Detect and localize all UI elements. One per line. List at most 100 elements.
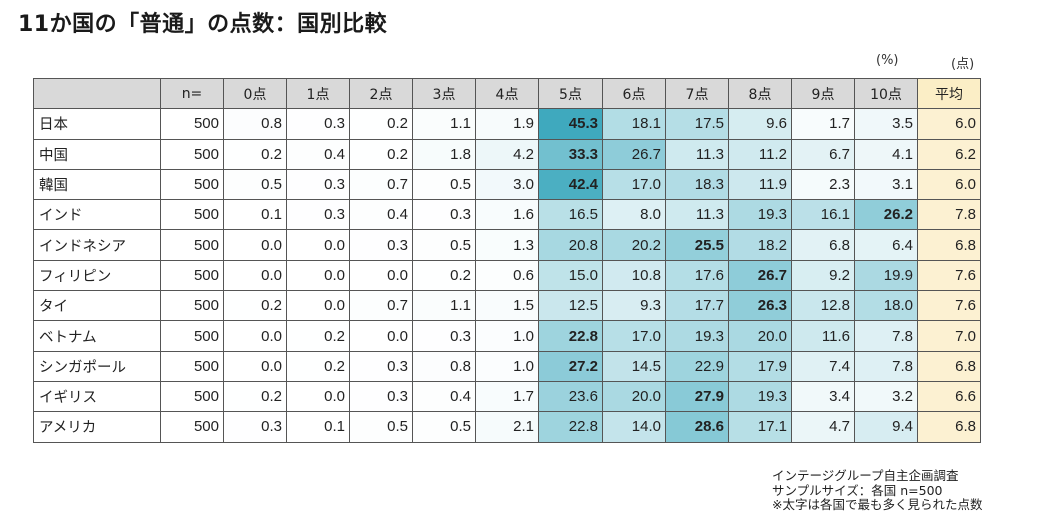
score-cell: 0.2 — [349, 108, 413, 140]
score-cell: 0.5 — [349, 411, 413, 443]
score-cell: 42.4 — [538, 168, 603, 201]
score-cell: 17.0 — [602, 320, 666, 352]
footnote-source: インテージグループ自主企画調査 — [772, 468, 959, 483]
score-cell: 1.7 — [791, 108, 855, 140]
country-cell: アメリカ — [33, 411, 161, 443]
score-cell: 11.2 — [728, 138, 792, 170]
score-cell: 0.8 — [412, 350, 476, 382]
footnote: インテージグループ自主企画調査 サンプルサイズ：各国 n=500 ※太字は各国で… — [772, 468, 982, 513]
score-cell: 1.7 — [475, 380, 539, 413]
score-cell: 11.9 — [728, 168, 792, 201]
score-cell: 19.3 — [728, 380, 792, 413]
header-average: 平均 — [917, 77, 981, 110]
table-row: ベトナム 500 0.0 0.2 0.0 0.3 1.0 22.8 17.0 19.3 20.0 11… — [33, 320, 981, 352]
score-cell: 10.8 — [602, 259, 666, 292]
country-cell: 韓国 — [33, 168, 161, 201]
sample-size-cell: 500 — [160, 168, 224, 201]
country-cell: 日本 — [33, 108, 161, 140]
score-cell: 11.6 — [791, 320, 855, 352]
average-cell: 6.0 — [917, 168, 981, 201]
score-cell: 14.0 — [602, 411, 666, 443]
score-cell: 22.8 — [538, 320, 603, 352]
score-cell: 17.6 — [665, 259, 729, 292]
table-row: アメリカ 500 0.3 0.1 0.5 0.5 2.1 22.8 14.0 28.6 17.1 4.… — [33, 411, 981, 443]
score-cell: 0.0 — [223, 350, 287, 382]
average-cell: 6.6 — [917, 380, 981, 413]
header-cell: 2点 — [349, 77, 413, 110]
score-cell: 1.0 — [475, 320, 539, 352]
sample-size-cell: 500 — [160, 199, 224, 231]
score-cell: 22.9 — [665, 350, 729, 382]
header-cell: n= — [160, 77, 224, 110]
score-cell: 6.8 — [791, 229, 855, 261]
score-cell: 11.3 — [665, 138, 729, 170]
score-cell: 6.4 — [854, 229, 918, 261]
header-cell: 10点 — [854, 77, 918, 110]
table-row: フィリピン 500 0.0 0.0 0.0 0.2 0.6 15.0 10.8 17.6 26.7 9… — [33, 259, 981, 292]
score-cell: 9.4 — [854, 411, 918, 443]
score-cell: 22.8 — [538, 411, 603, 443]
sample-size-cell: 500 — [160, 229, 224, 261]
average-cell: 6.0 — [917, 108, 981, 140]
average-cell: 7.8 — [917, 199, 981, 231]
score-cell: 3.1 — [854, 168, 918, 201]
header-cell: 7点 — [665, 77, 729, 110]
score-cell: 0.2 — [412, 259, 476, 292]
score-cell: 26.3 — [728, 290, 792, 322]
score-cell: 19.3 — [728, 199, 792, 231]
score-cell: 0.2 — [223, 138, 287, 170]
score-cell: 4.7 — [791, 411, 855, 443]
score-cell: 6.7 — [791, 138, 855, 170]
country-cell: インドネシア — [33, 229, 161, 261]
score-cell: 15.0 — [538, 259, 603, 292]
table-body: 日本 500 0.8 0.3 0.2 1.1 1.9 45.3 18.1 17.5 9.6 1.7 3.… — [33, 108, 981, 443]
score-cell: 0.5 — [223, 168, 287, 201]
score-cell: 12.8 — [791, 290, 855, 322]
score-cell: 19.9 — [854, 259, 918, 292]
header-country — [33, 77, 161, 110]
score-cell: 27.9 — [665, 380, 729, 413]
sample-size-cell: 500 — [160, 108, 224, 140]
score-cell: 0.4 — [349, 199, 413, 231]
table-row: 日本 500 0.8 0.3 0.2 1.1 1.9 45.3 18.1 17.5 9.6 1.7 3.… — [33, 108, 981, 140]
score-cell: 0.2 — [349, 138, 413, 170]
score-cell: 19.3 — [665, 320, 729, 352]
score-cell: 20.0 — [728, 320, 792, 352]
score-cell: 0.1 — [286, 411, 350, 443]
score-cell: 0.0 — [286, 380, 350, 413]
score-cell: 23.6 — [538, 380, 603, 413]
score-cell: 1.3 — [475, 229, 539, 261]
score-cell: 17.5 — [665, 108, 729, 140]
score-cell: 3.2 — [854, 380, 918, 413]
score-cell: 16.5 — [538, 199, 603, 231]
score-cell: 0.5 — [412, 411, 476, 443]
score-cell: 17.1 — [728, 411, 792, 443]
average-cell: 6.8 — [917, 411, 981, 443]
table-row: タイ 500 0.2 0.0 0.7 1.1 1.5 12.5 9.3 17.7 26.3 12.8 1… — [33, 290, 981, 322]
score-cell: 0.3 — [412, 199, 476, 231]
score-cell: 0.0 — [223, 320, 287, 352]
sample-size-cell: 500 — [160, 350, 224, 382]
score-cell: 8.0 — [602, 199, 666, 231]
country-cell: フィリピン — [33, 259, 161, 292]
score-cell: 17.7 — [665, 290, 729, 322]
score-cell: 0.4 — [286, 138, 350, 170]
sample-size-cell: 500 — [160, 411, 224, 443]
score-cell: 0.3 — [286, 199, 350, 231]
score-cell: 0.2 — [286, 320, 350, 352]
score-cell: 27.2 — [538, 350, 603, 382]
score-cell: 0.2 — [286, 350, 350, 382]
score-cell: 9.2 — [791, 259, 855, 292]
score-cell: 1.0 — [475, 350, 539, 382]
score-cell: 1.8 — [412, 138, 476, 170]
score-cell: 0.2 — [223, 380, 287, 413]
score-cell: 26.7 — [728, 259, 792, 292]
score-cell: 1.5 — [475, 290, 539, 322]
score-cell: 0.8 — [223, 108, 287, 140]
score-cell: 26.7 — [602, 138, 666, 170]
score-cell: 3.5 — [854, 108, 918, 140]
table-header-row: n= 0点 1点 2点 3点 4点 5点 6点 7点 8点 9点 10点 平均 — [33, 77, 981, 110]
score-cell: 17.0 — [602, 168, 666, 201]
score-cell: 0.0 — [286, 229, 350, 261]
score-cell: 0.0 — [286, 290, 350, 322]
